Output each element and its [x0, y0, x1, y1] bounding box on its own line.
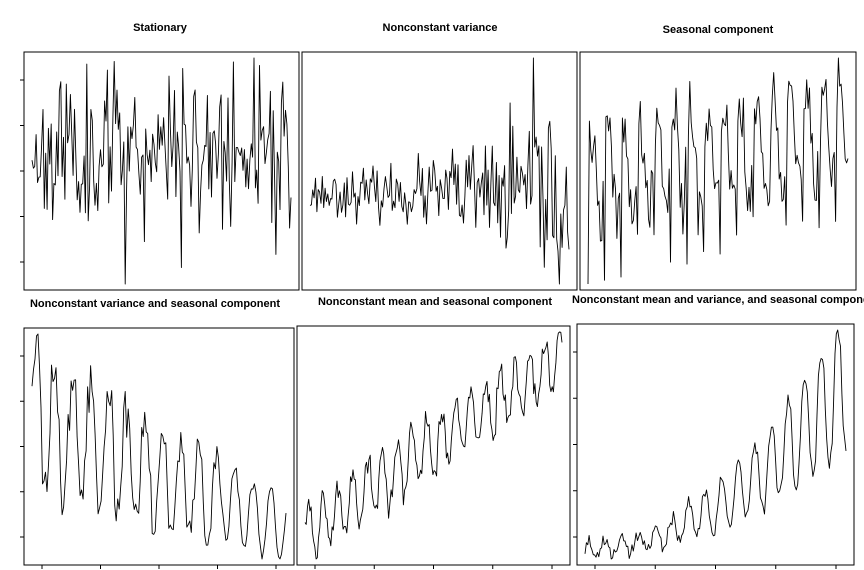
- chart-title-mean-variance-seasonal: Nonconstant mean and variance, and seaso…: [572, 294, 864, 306]
- series-line: [304, 331, 563, 560]
- series-line: [587, 57, 849, 285]
- series-line: [584, 329, 847, 560]
- series-line: [31, 57, 292, 285]
- chart-title-seasonal-component: Seasonal component: [662, 24, 774, 36]
- series-line: [309, 57, 570, 285]
- chart-title-stationary: Stationary: [133, 22, 187, 34]
- plot-frame: [301, 51, 578, 291]
- chart-title-mean-seasonal: Nonconstant mean and seasonal component: [317, 296, 553, 308]
- chart-title-variance-seasonal: Nonconstant variance and seasonal compon…: [29, 298, 280, 310]
- series-line: [31, 333, 287, 560]
- plot-frame: [579, 51, 857, 291]
- chart-title-nonconstant-variance: Nonconstant variance: [382, 22, 498, 34]
